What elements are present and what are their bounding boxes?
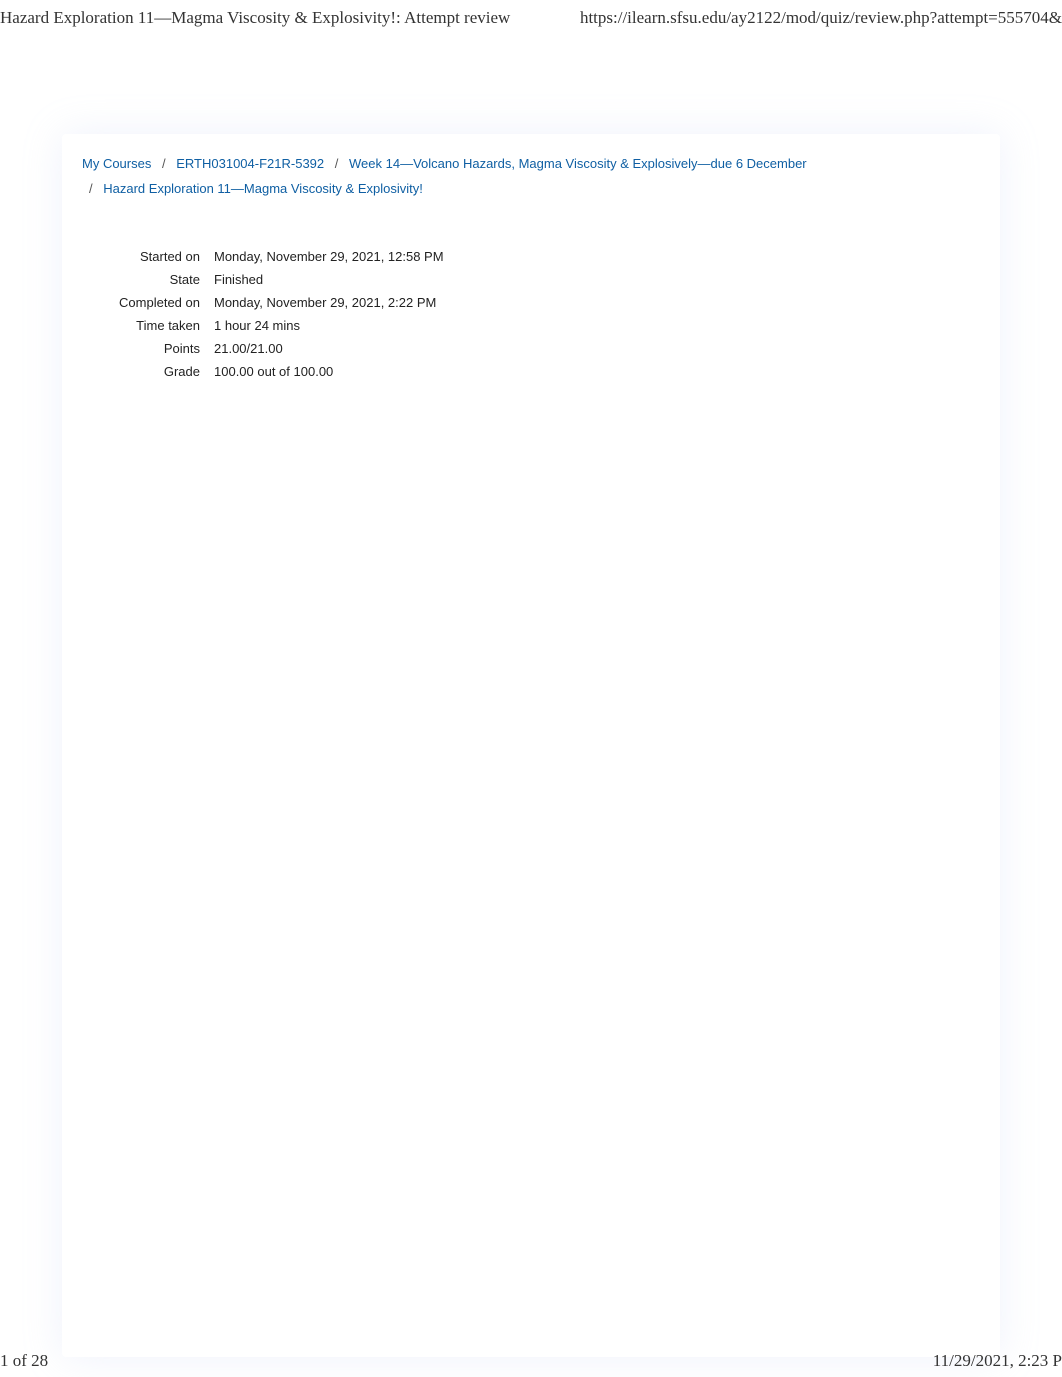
summary-table: Started on Monday, November 29, 2021, 12…	[62, 245, 444, 383]
table-row: Completed on Monday, November 29, 2021, …	[62, 291, 444, 314]
summary-value-started-on: Monday, November 29, 2021, 12:58 PM	[210, 245, 444, 268]
page-footer-page-number: 1 of 28	[0, 1351, 48, 1371]
summary-value-state: Finished	[210, 268, 444, 291]
breadcrumb-course[interactable]: ERTH031004-F21R-5392	[176, 156, 324, 171]
summary-value-time-taken: 1 hour 24 mins	[210, 314, 444, 337]
table-row: State Finished	[62, 268, 444, 291]
breadcrumb-my-courses[interactable]: My Courses	[82, 156, 151, 171]
summary-label-grade: Grade	[62, 360, 210, 383]
summary-value-points: 21.00/21.00	[210, 337, 444, 360]
page-header-title: Hazard Exploration 11—Magma Viscosity & …	[0, 8, 510, 28]
breadcrumb-activity[interactable]: Hazard Exploration 11—Magma Viscosity & …	[103, 181, 423, 196]
table-row: Time taken 1 hour 24 mins	[62, 314, 444, 337]
summary-label-state: State	[62, 268, 210, 291]
breadcrumb-week[interactable]: Week 14—Volcano Hazards, Magma Viscosity…	[349, 156, 807, 171]
breadcrumb: My Courses / ERTH031004-F21R-5392 / Week…	[62, 134, 1000, 231]
breadcrumb-separator: /	[328, 156, 346, 171]
attempt-summary: Started on Monday, November 29, 2021, 12…	[62, 231, 1000, 393]
table-row: Points 21.00/21.00	[62, 337, 444, 360]
summary-value-grade: 100.00 out of 100.00	[210, 360, 444, 383]
summary-label-time-taken: Time taken	[62, 314, 210, 337]
breadcrumb-separator: /	[155, 156, 173, 171]
page-header-url: https://ilearn.sfsu.edu/ay2122/mod/quiz/…	[580, 8, 1062, 28]
breadcrumb-separator: /	[82, 181, 100, 196]
summary-label-completed-on: Completed on	[62, 291, 210, 314]
table-row: Started on Monday, November 29, 2021, 12…	[62, 245, 444, 268]
page-footer-timestamp: 11/29/2021, 2:23 P	[933, 1351, 1062, 1371]
summary-value-completed-on: Monday, November 29, 2021, 2:22 PM	[210, 291, 444, 314]
table-row: Grade 100.00 out of 100.00	[62, 360, 444, 383]
content-card: My Courses / ERTH031004-F21R-5392 / Week…	[62, 134, 1000, 1357]
summary-label-started-on: Started on	[62, 245, 210, 268]
summary-label-points: Points	[62, 337, 210, 360]
content-body	[62, 393, 1000, 1357]
